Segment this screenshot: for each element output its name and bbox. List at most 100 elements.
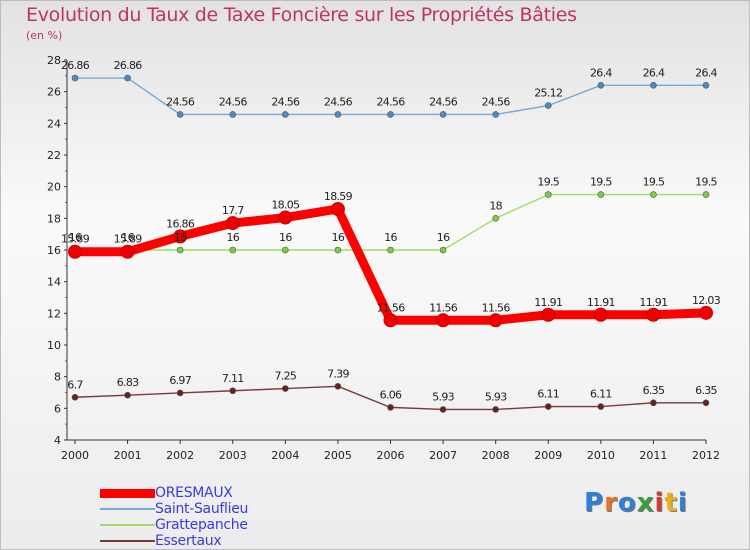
data-label: 6.7	[67, 378, 83, 391]
data-point	[71, 74, 79, 82]
data-label: 19.5	[643, 176, 665, 189]
data-point	[225, 216, 240, 231]
data-point	[699, 305, 713, 320]
x-tick-label: 2006	[377, 449, 405, 462]
y-tick-label: 18	[47, 212, 61, 225]
logo-letter: i	[654, 488, 665, 518]
y-tick-label: 6	[54, 402, 61, 415]
data-label: 16	[174, 231, 187, 244]
logo-letter: i	[677, 488, 688, 518]
data-point	[176, 389, 184, 397]
logo-letter: r	[604, 488, 618, 518]
data-label: 7.25	[274, 370, 296, 383]
data-label: 7.39	[327, 367, 349, 380]
legend-swatch	[100, 508, 155, 510]
data-point	[124, 391, 131, 399]
x-tick-label: 2005	[324, 449, 352, 462]
legend-swatch	[100, 524, 155, 526]
data-point	[597, 82, 605, 89]
data-point	[646, 307, 661, 322]
data-point	[278, 210, 293, 225]
data-point	[124, 74, 131, 82]
data-label: 15.89	[61, 233, 90, 246]
data-point	[593, 307, 608, 322]
y-tick-label: 4	[54, 434, 61, 447]
data-label: 6.06	[380, 388, 402, 401]
x-tick-label: 2010	[587, 449, 615, 462]
y-tick-label: 20	[47, 181, 61, 194]
data-label: 24.56	[219, 95, 248, 108]
y-tick-label: 8	[54, 371, 61, 384]
data-label: 16.86	[166, 217, 195, 230]
y-tick-label: 10	[47, 339, 61, 352]
data-labels: 15.89 15.89 16.86 17.7 18.05 18.59 11.56 11.56 1…	[61, 59, 721, 403]
y-tick-label: 26	[47, 86, 61, 99]
y-tick-label: 12	[47, 307, 61, 320]
data-label: 16	[226, 231, 239, 244]
data-point	[383, 313, 398, 328]
legend-swatch	[100, 488, 155, 498]
data-point	[68, 244, 82, 259]
data-point	[544, 102, 552, 109]
y-tick-label: 14	[47, 276, 61, 289]
legend-label: ORESMAUX	[155, 485, 233, 501]
data-point	[334, 383, 342, 390]
data-label: 24.56	[377, 95, 406, 108]
data-point	[282, 385, 289, 392]
data-label: 11.56	[429, 301, 458, 314]
axes: 4 6 8 10 12 14 16 18 20 22 24 26 28 2000 2001 2002 2003 2…	[47, 54, 720, 462]
data-label: 16	[437, 231, 450, 244]
data-point	[488, 313, 503, 328]
data-label: 16	[121, 231, 134, 244]
data-label: 7.11	[222, 372, 244, 385]
x-tick-label: 2001	[114, 449, 142, 462]
data-point	[229, 246, 237, 254]
data-point	[492, 111, 499, 118]
legend-swatch	[100, 540, 155, 542]
data-label: 16	[279, 231, 292, 244]
data-label: 6.11	[537, 388, 559, 401]
data-label: 26.4	[643, 66, 665, 79]
data-label: 11.91	[587, 296, 615, 309]
x-tick-label: 2003	[219, 449, 247, 462]
data-point	[650, 399, 657, 407]
data-label: 6.83	[117, 376, 139, 389]
data-label: 11.56	[377, 301, 406, 314]
data-point	[597, 403, 605, 410]
logo-letter: o	[617, 488, 637, 518]
proxiti-logo: Proxiti	[584, 488, 688, 518]
data-point	[492, 406, 499, 413]
data-point	[544, 403, 552, 410]
data-point	[387, 111, 394, 118]
data-point	[436, 313, 451, 328]
x-tick-label: 2004	[271, 449, 299, 462]
data-label: 24.56	[429, 95, 458, 108]
legend-label: Essertaux	[155, 533, 222, 549]
data-label: 16	[384, 231, 397, 244]
logo-letter: t	[664, 488, 678, 518]
data-point	[282, 111, 289, 118]
data-point	[120, 244, 135, 259]
data-point	[439, 406, 447, 413]
data-label: 11.91	[534, 296, 562, 309]
data-label: 12.03	[692, 294, 721, 307]
data-label: 6.97	[169, 374, 191, 387]
data-label: 24.56	[324, 95, 353, 108]
data-label: 26.86	[61, 59, 90, 72]
y-tick-label: 28	[47, 54, 61, 67]
x-tick-label: 2012	[692, 449, 720, 462]
data-label: 18	[489, 199, 502, 212]
x-tick-label: 2007	[429, 449, 457, 462]
data-label: 17.7	[222, 204, 244, 217]
data-point	[650, 191, 657, 198]
data-point	[439, 246, 447, 254]
data-point	[492, 215, 499, 222]
data-point	[229, 387, 237, 395]
x-tick-label: 2009	[534, 449, 562, 462]
data-point	[439, 111, 447, 118]
logo-letter: x	[636, 488, 655, 518]
data-label: 11.56	[482, 301, 511, 314]
data-point	[597, 191, 605, 198]
y-tick-label: 24	[47, 117, 61, 130]
